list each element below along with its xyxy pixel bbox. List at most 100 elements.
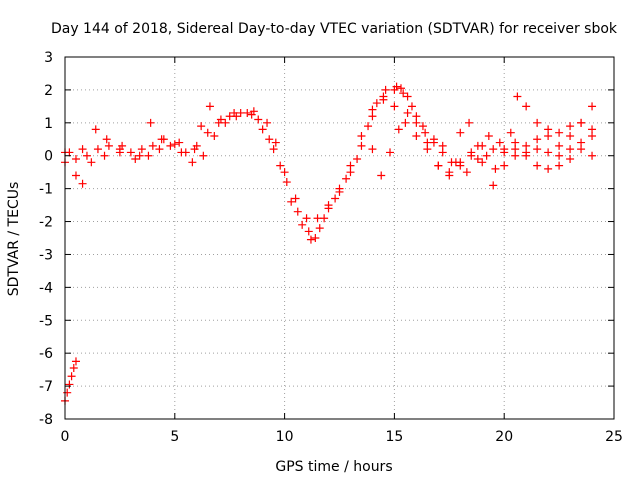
data-point [306, 235, 315, 244]
data-point [462, 168, 471, 177]
data-point [280, 168, 289, 177]
data-point [381, 85, 390, 94]
chart-title: Day 144 of 2018, Sidereal Day-to-day VTE… [51, 21, 618, 37]
data-point [588, 151, 597, 160]
data-point [87, 158, 96, 167]
data-point [221, 118, 230, 127]
y-tick-label: -6 [39, 346, 53, 362]
data-point [368, 145, 377, 154]
data-point [566, 145, 575, 154]
data-point [276, 161, 285, 170]
data-point [511, 138, 520, 147]
data-point [71, 155, 80, 164]
data-point [104, 141, 113, 150]
data-point [489, 181, 498, 190]
data-point [69, 363, 78, 372]
data-point [447, 158, 456, 167]
data-point [144, 151, 153, 160]
data-layer [61, 82, 597, 405]
data-point [203, 128, 212, 137]
data-point [293, 207, 302, 216]
x-tick-label: 15 [385, 429, 403, 445]
data-point [403, 108, 412, 117]
data-point [522, 141, 531, 150]
data-point [335, 187, 344, 196]
y-tick-label: 1 [44, 116, 53, 132]
x-tick-label: 20 [495, 429, 513, 445]
data-point [258, 125, 267, 134]
data-point [533, 161, 542, 170]
data-point [302, 214, 311, 223]
data-point [522, 151, 531, 160]
data-point [126, 148, 135, 157]
data-point [386, 148, 395, 157]
y-tick-label: 0 [44, 149, 53, 165]
data-point [175, 138, 184, 147]
grid-layer [65, 57, 614, 419]
data-point [533, 135, 542, 144]
data-point [263, 118, 272, 127]
data-point [390, 102, 399, 111]
data-point [188, 158, 197, 167]
data-point [346, 161, 355, 170]
data-point [331, 194, 340, 203]
y-axis-label: SDTVAR / TECUs [6, 182, 22, 297]
data-point [399, 89, 408, 98]
data-point [324, 204, 333, 213]
data-point [118, 141, 127, 150]
data-point [372, 99, 381, 108]
data-point [93, 145, 102, 154]
data-point [544, 125, 553, 134]
data-point [320, 214, 329, 223]
data-point [555, 141, 564, 150]
data-point [533, 145, 542, 154]
data-point [489, 145, 498, 154]
data-point [566, 131, 575, 140]
data-point [473, 141, 482, 150]
y-tick-label: -7 [39, 379, 53, 395]
data-point [588, 102, 597, 111]
data-point [421, 128, 430, 137]
data-point [155, 145, 164, 154]
data-point [100, 151, 109, 160]
data-point [434, 161, 443, 170]
data-point [555, 151, 564, 160]
data-point [394, 125, 403, 134]
data-point [566, 155, 575, 164]
data-point [368, 105, 377, 114]
data-point [544, 148, 553, 157]
data-point [392, 82, 401, 91]
data-point [131, 155, 140, 164]
y-tick-label: -1 [39, 182, 53, 198]
data-point [210, 131, 219, 140]
y-tick-label: 2 [44, 83, 53, 99]
data-point [456, 128, 465, 137]
data-point [506, 128, 515, 137]
data-point [566, 122, 575, 131]
data-point [216, 115, 225, 124]
data-point [465, 118, 474, 127]
data-point [78, 145, 87, 154]
data-point [170, 140, 179, 149]
data-point [544, 164, 553, 173]
data-point [533, 118, 542, 127]
data-point [377, 171, 386, 180]
data-point [353, 155, 362, 164]
data-point [315, 224, 324, 233]
data-point [478, 158, 487, 167]
data-point [522, 102, 531, 111]
data-point [249, 107, 258, 116]
data-point [438, 148, 447, 157]
data-point [287, 197, 296, 206]
data-point [482, 151, 491, 160]
plot-frame [64, 56, 615, 420]
data-point [500, 161, 509, 170]
data-point [197, 122, 206, 131]
data-point [78, 179, 87, 188]
data-point [412, 118, 421, 127]
data-point [491, 164, 500, 173]
data-point [205, 102, 214, 111]
data-point [67, 372, 76, 381]
